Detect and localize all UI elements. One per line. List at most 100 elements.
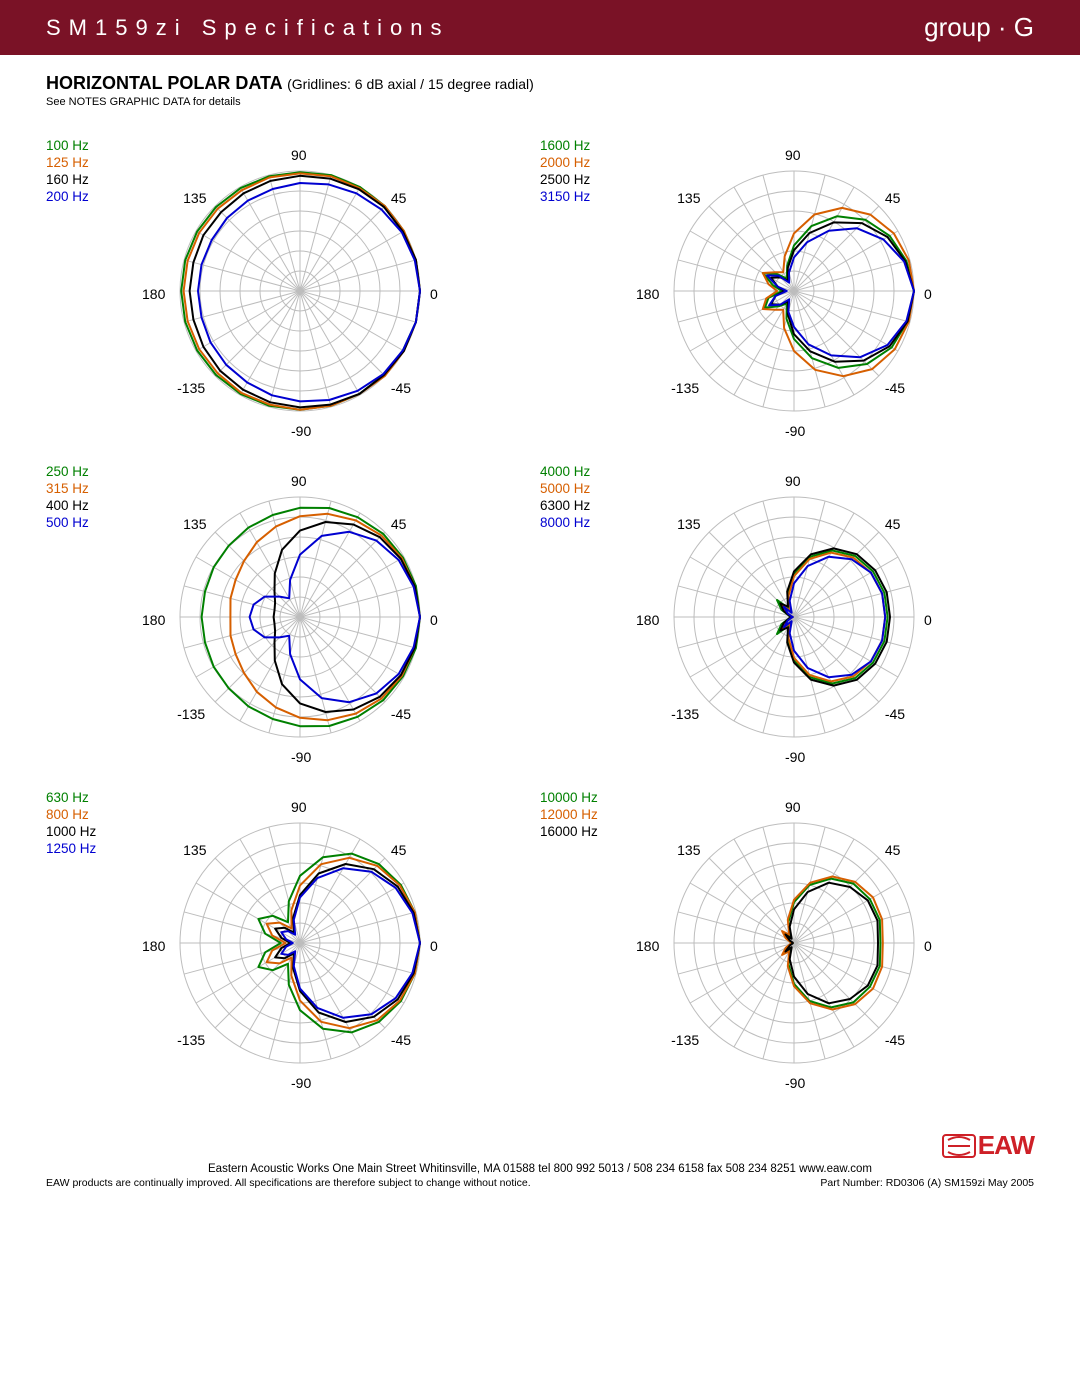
- polar-angle-label: 0: [924, 286, 932, 302]
- polar-chart-cell: 1600 Hz2000 Hz2500 Hz3150 Hz 90 45 0 -45 -90 -…: [540, 136, 1034, 456]
- footer: EAW Eastern Acoustic Works One Main Stre…: [0, 1130, 1080, 1197]
- polar-angle-label: 135: [183, 190, 206, 206]
- eaw-logo-icon: [942, 1134, 976, 1158]
- legend-item: 5000 Hz: [540, 481, 624, 498]
- polar-legend: 250 Hz315 Hz400 Hz500 Hz: [46, 462, 130, 532]
- legend-item: 16000 Hz: [540, 824, 624, 841]
- polar-chart-cell: 630 Hz800 Hz1000 Hz1250 Hz 90 45 0 -45 -90 -13…: [46, 788, 540, 1108]
- polar-angle-label: -90: [785, 423, 805, 439]
- footer-bottom-row: EAW products are continually improved. A…: [46, 1177, 1034, 1189]
- content-area: HORIZONTAL POLAR DATA (Gridlines: 6 dB a…: [0, 55, 1080, 1118]
- polar-angle-label: 135: [677, 516, 700, 532]
- polar-angle-label: -90: [291, 423, 311, 439]
- polar-angle-label: 180: [636, 286, 659, 302]
- polar-angle-label: 0: [430, 938, 438, 954]
- polar-angle-label: -90: [291, 1075, 311, 1091]
- polar-angle-label: 135: [677, 842, 700, 858]
- legend-item: 160 Hz: [46, 172, 130, 189]
- legend-item: 400 Hz: [46, 498, 130, 515]
- footer-address: Eastern Acoustic Works One Main Street W…: [46, 1163, 1034, 1175]
- polar-angle-label: 0: [924, 612, 932, 628]
- polar-angle-label: 90: [785, 147, 801, 163]
- polar-angle-label: 0: [430, 286, 438, 302]
- polar-angle-label: 45: [885, 842, 901, 858]
- polar-angle-label: -135: [177, 706, 205, 722]
- legend-item: 10000 Hz: [540, 790, 624, 807]
- polar-angle-label: -90: [291, 749, 311, 765]
- legend-item: 315 Hz: [46, 481, 130, 498]
- legend-item: 1600 Hz: [540, 138, 624, 155]
- polar-legend: 10000 Hz12000 Hz16000 Hz: [540, 788, 624, 841]
- polar-plot: 90 45 0 -45 -90 -135 180 135: [624, 462, 964, 782]
- section-subtitle: (Gridlines: 6 dB axial / 15 degree radia…: [287, 76, 534, 92]
- legend-item: 2000 Hz: [540, 155, 624, 172]
- legend-item: 630 Hz: [46, 790, 130, 807]
- polar-angle-label: 45: [885, 516, 901, 532]
- polar-angle-label: -90: [785, 749, 805, 765]
- polar-chart-cell: 100 Hz125 Hz160 Hz200 Hz 90 45 0 -45 -90 -135 1…: [46, 136, 540, 456]
- polar-angle-label: 45: [885, 190, 901, 206]
- section-notes: See NOTES GRAPHIC DATA for details: [46, 96, 1034, 108]
- polar-plot: 90 45 0 -45 -90 -135 180 135: [624, 136, 964, 456]
- polar-angle-label: 45: [391, 190, 407, 206]
- legend-item: 500 Hz: [46, 515, 130, 532]
- polar-angle-label: 45: [391, 516, 407, 532]
- polar-angle-label: 0: [924, 938, 932, 954]
- legend-item: 4000 Hz: [540, 464, 624, 481]
- polar-angle-label: -135: [177, 380, 205, 396]
- polar-plot: 90 45 0 -45 -90 -135 180 135: [130, 136, 470, 456]
- polar-angle-label: 180: [636, 612, 659, 628]
- polar-angle-label: -45: [885, 706, 905, 722]
- polar-angle-label: -45: [391, 380, 411, 396]
- polar-plot: 90 45 0 -45 -90 -135 180 135: [624, 788, 964, 1108]
- legend-item: 1000 Hz: [46, 824, 130, 841]
- legend-item: 800 Hz: [46, 807, 130, 824]
- polar-angle-label: -135: [671, 706, 699, 722]
- polar-angle-label: 90: [291, 147, 307, 163]
- polar-angle-label: 135: [183, 842, 206, 858]
- polar-angle-label: 90: [291, 799, 307, 815]
- legend-item: 6300 Hz: [540, 498, 624, 515]
- eaw-logo: EAW: [942, 1130, 1034, 1161]
- polar-angle-label: 0: [430, 612, 438, 628]
- polar-angle-label: -90: [785, 1075, 805, 1091]
- polar-angle-label: 90: [785, 473, 801, 489]
- legend-item: 8000 Hz: [540, 515, 624, 532]
- section-title-row: HORIZONTAL POLAR DATA (Gridlines: 6 dB a…: [46, 73, 1034, 94]
- polar-angle-label: -135: [671, 1032, 699, 1048]
- polar-angle-label: -45: [391, 706, 411, 722]
- polar-legend: 100 Hz125 Hz160 Hz200 Hz: [46, 136, 130, 206]
- header-group: group · G: [924, 12, 1034, 43]
- header-title: SM159zi Specifications: [46, 15, 449, 41]
- polar-chart-cell: 10000 Hz12000 Hz16000 Hz 90 45 0 -45 -90 -135 1…: [540, 788, 1034, 1108]
- footer-disclaimer: EAW products are continually improved. A…: [46, 1177, 531, 1189]
- legend-item: 100 Hz: [46, 138, 130, 155]
- polar-legend: 1600 Hz2000 Hz2500 Hz3150 Hz: [540, 136, 624, 206]
- polar-angle-label: -135: [177, 1032, 205, 1048]
- polar-chart-cell: 4000 Hz5000 Hz6300 Hz8000 Hz 90 45 0 -45 -90 -…: [540, 462, 1034, 782]
- polar-chart-cell: 250 Hz315 Hz400 Hz500 Hz 90 45 0 -45 -90 -135 1…: [46, 462, 540, 782]
- legend-item: 250 Hz: [46, 464, 130, 481]
- polar-angle-label: 90: [785, 799, 801, 815]
- polar-chart-grid: 100 Hz125 Hz160 Hz200 Hz90450-45-90-1351…: [46, 136, 1034, 1108]
- polar-plot: 90450-45-90-135180135: [130, 462, 470, 782]
- polar-legend: 630 Hz800 Hz1000 Hz1250 Hz: [46, 788, 130, 858]
- footer-part-number: Part Number: RD0306 (A) SM159zi May 2005: [820, 1177, 1034, 1189]
- section-title: HORIZONTAL POLAR DATA: [46, 73, 283, 93]
- polar-angle-label: -135: [671, 380, 699, 396]
- footer-logo-row: EAW: [46, 1130, 1034, 1161]
- legend-item: 12000 Hz: [540, 807, 624, 824]
- polar-angle-label: -45: [885, 380, 905, 396]
- polar-angle-label: 180: [636, 938, 659, 954]
- header-bar: SM159zi Specifications group · G: [0, 0, 1080, 55]
- polar-angle-label: 135: [677, 190, 700, 206]
- polar-angle-label: -45: [391, 1032, 411, 1048]
- legend-item: 1250 Hz: [46, 841, 130, 858]
- polar-angle-label: 90: [291, 473, 307, 489]
- polar-angle-label: -45: [885, 1032, 905, 1048]
- polar-angle-label: 45: [391, 842, 407, 858]
- polar-angle-label: 180: [142, 286, 165, 302]
- polar-angle-label: 135: [183, 516, 206, 532]
- legend-item: 2500 Hz: [540, 172, 624, 189]
- legend-item: 3150 Hz: [540, 189, 624, 206]
